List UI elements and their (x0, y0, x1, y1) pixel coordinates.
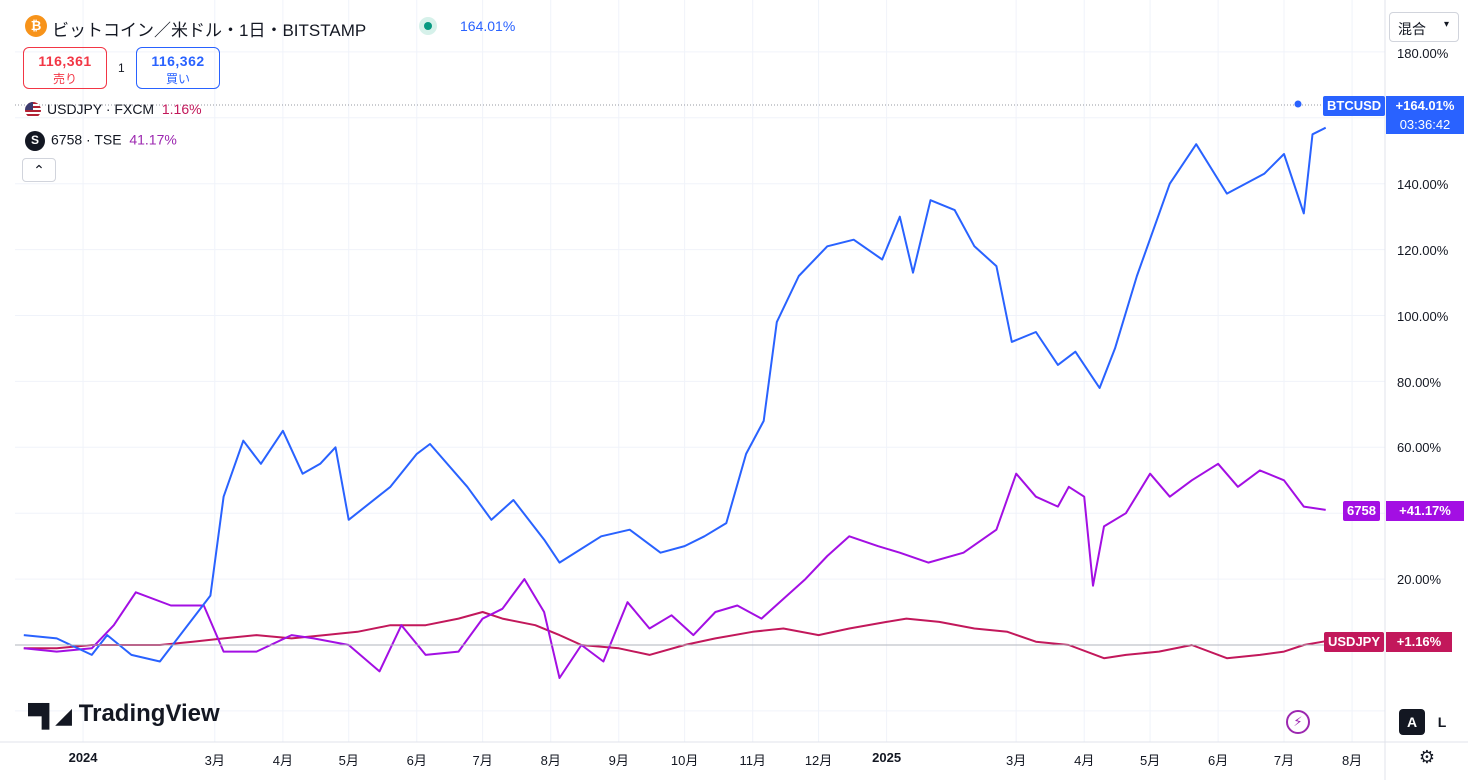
legend-usdjpy[interactable]: USDJPY · FXCM 1.16% (25, 101, 202, 119)
log-scale-button[interactable]: L (1437, 714, 1447, 730)
sony-logo-icon: S (25, 131, 45, 151)
x-tick-label: 7月 (1273, 753, 1295, 768)
header-change: 164.01% (460, 18, 516, 34)
x-tick-label: 4月 (272, 753, 293, 768)
buy-button[interactable]: 116,362 買い (136, 47, 220, 89)
chevron-down-icon: ▾ (1443, 19, 1449, 30)
legend-6758-value: 41.17% (129, 131, 177, 148)
legend-usdjpy-label: USDJPY · FXCM (47, 101, 155, 117)
x-tick-label: 3月 (204, 753, 225, 768)
sony-axis-name-tag: 6758 (1343, 501, 1380, 521)
y-tick-label: 120.00% (1397, 243, 1449, 258)
y-tick-label: 140.00% (1397, 177, 1449, 192)
btc-last-point-marker (1294, 100, 1302, 108)
x-tick-label: 9月 (608, 753, 629, 768)
y-tick-label: 60.00% (1397, 440, 1442, 455)
x-tick-label: 6月 (1208, 753, 1229, 768)
scale-mode-label: 混合 (1398, 21, 1426, 37)
legend-6758-label: 6758 · TSE (51, 131, 122, 148)
x-tick-label: 3月 (1006, 753, 1027, 768)
x-tick-label: 7月 (472, 753, 493, 768)
bitcoin-icon: ₿ (25, 15, 47, 37)
x-tick-label: 2025 (872, 750, 902, 765)
x-tick-label: 6月 (406, 753, 427, 768)
scale-mode-select[interactable]: 混合 ▾ (1389, 12, 1459, 42)
settings-icon[interactable]: ⚙ (1418, 747, 1436, 767)
usdjpy-axis-name-tag: USDJPY (1324, 632, 1385, 652)
buy-label: 買い (165, 72, 190, 86)
btc-axis-value-tag: +164.01% (1386, 96, 1464, 116)
btc-axis-countdown: 03:36:42 (1386, 116, 1464, 134)
x-tick-label: 12月 (804, 753, 833, 768)
symbol-title[interactable]: ビットコイン／米ドル・1日・BITSTAMP (52, 21, 367, 40)
collapse-legend-button[interactable]: ⌃ (22, 158, 56, 182)
buy-price: 116,362 (151, 53, 205, 69)
tradingview-watermark[interactable]: ▀▌◢ TradingView (28, 700, 220, 729)
auto-scale-button[interactable]: A (1399, 709, 1425, 735)
x-tick-label: 8月 (1341, 753, 1363, 768)
x-tick-label: 4月 (1074, 753, 1095, 768)
series-line-6758 (23, 462, 1326, 679)
y-tick-label: 100.00% (1397, 309, 1449, 324)
x-tick-label: 8月 (540, 753, 561, 768)
sell-button[interactable]: 116,361 売り (23, 47, 107, 89)
btc-axis-name-tag: BTCUSD (1323, 96, 1386, 116)
tradingview-logo-icon: ▀▌◢ (28, 703, 72, 728)
x-tick-label: 11月 (739, 753, 766, 768)
sell-label: 売り (52, 72, 77, 86)
y-tick-label: 20.00% (1397, 572, 1442, 587)
y-tick-label: 80.00% (1397, 375, 1442, 390)
x-tick-label: 5月 (338, 753, 359, 768)
sony-axis-value-tag: +41.17% (1386, 501, 1464, 521)
legend-6758[interactable]: S 6758 · TSE 41.17% (25, 131, 177, 151)
tradingview-logo-text: TradingView (78, 700, 220, 727)
x-tick-label: 10月 (670, 753, 699, 768)
x-tick-label: 5月 (1139, 753, 1161, 768)
chevron-up-icon: ⌃ (33, 162, 45, 178)
usdjpy-axis-value-tag: +1.16% (1386, 632, 1452, 652)
series-line-btcusd (23, 126, 1327, 663)
y-tick-label: 180.00% (1397, 46, 1449, 61)
lightning-icon[interactable]: ⚡ (1286, 710, 1310, 734)
us-flag-icon (25, 102, 41, 119)
legend-usdjpy-value: 1.16% (161, 101, 202, 117)
sell-price: 116,361 (38, 53, 92, 69)
series-layer (23, 126, 1327, 679)
x-tick-label: 2024 (68, 750, 98, 765)
spread-value: 1 (118, 61, 125, 75)
market-status-icon[interactable] (419, 17, 437, 35)
chart-grid (15, 0, 1385, 742)
